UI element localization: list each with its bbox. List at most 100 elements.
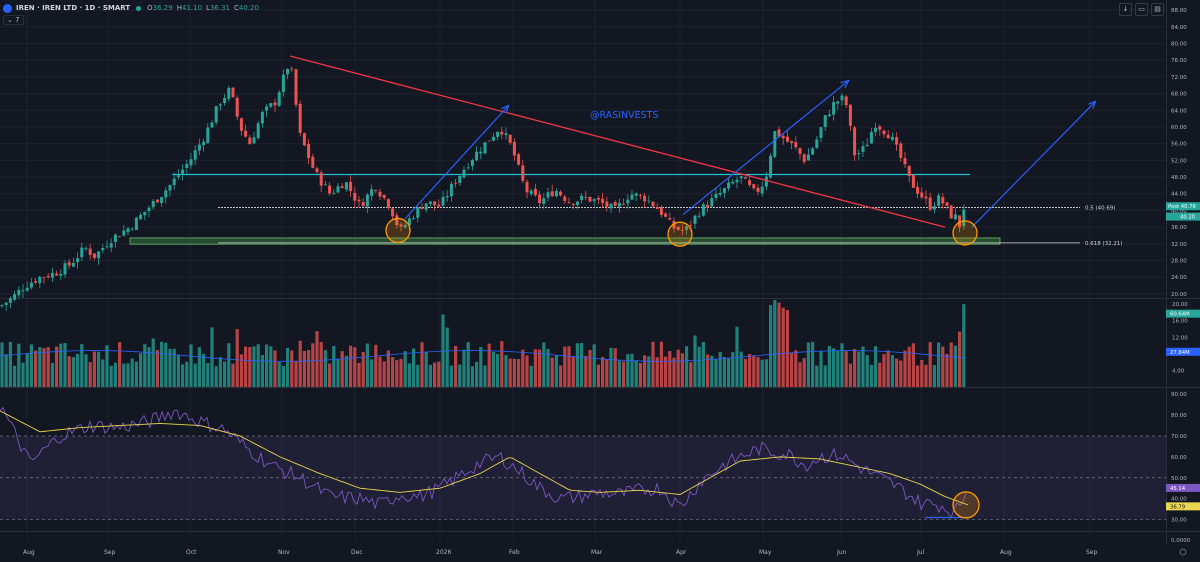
candle [836,100,840,110]
candle [412,215,416,220]
candle-body [760,186,764,194]
download-icon[interactable]: ↓ [1119,3,1132,16]
candle [46,272,50,279]
candle [231,87,235,99]
price-tick-label: 56.00 [1171,142,1187,148]
candle-body [449,183,453,197]
candle [319,170,323,193]
volume-bar [357,362,361,387]
volume-bar [869,364,873,387]
candle-body [80,247,84,258]
candle-body [517,154,521,165]
volume-bar [634,360,638,387]
candle-body [769,155,773,178]
volume-bar [290,350,294,387]
candle-body [4,302,8,306]
candle-body [496,131,500,137]
volume-bar [428,364,432,387]
candle [706,200,710,213]
candle [8,296,12,309]
volume-bar [643,355,647,387]
last-price-badge [1166,212,1200,221]
volume-bar [223,361,227,387]
volume-bar [664,356,668,387]
volume-bar [701,341,705,387]
candle-body [613,202,617,206]
volume-label-1: 60.64M [1170,312,1190,318]
volume-bar [760,359,764,387]
candle-body [924,196,928,199]
rsi-tick-label: 90.00 [1171,392,1187,398]
candle-body [533,188,537,196]
volume-bar [533,349,537,387]
volume-bar [928,342,932,387]
candle-body [953,214,957,220]
candle [731,178,735,185]
candle-body [941,197,945,204]
candle-body [168,185,172,191]
volume-bar [609,347,613,387]
candle-body [491,136,495,141]
candle [298,100,302,137]
candle [785,130,789,143]
candle [651,201,655,208]
candle [311,153,315,169]
candle [172,172,176,190]
symbol-title[interactable]: IREN · IREN LTD · 1D · SMART [16,4,131,12]
candle-body [680,230,684,231]
candle-body [811,148,815,155]
candle-body [802,154,806,162]
volume-bar [798,362,802,387]
volume-bar [172,348,176,387]
candle-body [781,135,785,139]
volume-bar [71,357,75,387]
volume-bar [424,352,428,387]
volume-bar [554,355,558,387]
volume-bar [197,347,201,387]
candle-body [735,179,739,183]
volume-bar [307,350,311,387]
candle [525,179,529,199]
candle-body [588,196,592,202]
volume-bar [508,358,512,387]
volume-bar [344,355,348,387]
candle-body [832,102,836,115]
volume-bar [710,355,714,387]
candle [634,192,638,202]
volume-bar [122,363,126,387]
highlight-circle-2 [667,221,693,247]
volume-bar [63,343,67,387]
volume-bar [911,343,915,387]
candle [517,152,521,166]
volume-bar [311,343,315,387]
price-tick-label: 32.00 [1171,242,1187,248]
candle-body [445,196,449,198]
candle-body [773,131,777,157]
volume-bar [13,365,17,387]
candle-body [202,141,206,146]
candle-body [428,201,432,204]
volume-bar [861,346,865,387]
candle-body [617,202,621,207]
candle [521,160,525,184]
volume-bar [853,349,857,387]
candle [760,181,764,197]
settings-gear-icon [1179,548,1187,556]
candle-body [634,193,638,196]
post-price-label: Post 40.76 [1168,204,1197,210]
candle-body [853,127,857,156]
candle [4,302,8,311]
indicator-toggle-button[interactable]: ⌄ 7 [3,15,24,25]
candle [508,134,512,145]
layout-icon[interactable]: ▤ [1151,3,1164,16]
time-tick-label: Nov [278,549,290,556]
candle-body [260,111,264,124]
candle-body [424,203,428,210]
maximize-icon[interactable]: ▭ [1135,3,1148,16]
volume-bar [655,357,659,387]
candle [223,93,227,106]
candle-body [21,290,25,292]
volume-bar [76,353,80,387]
candle-body [382,194,386,198]
